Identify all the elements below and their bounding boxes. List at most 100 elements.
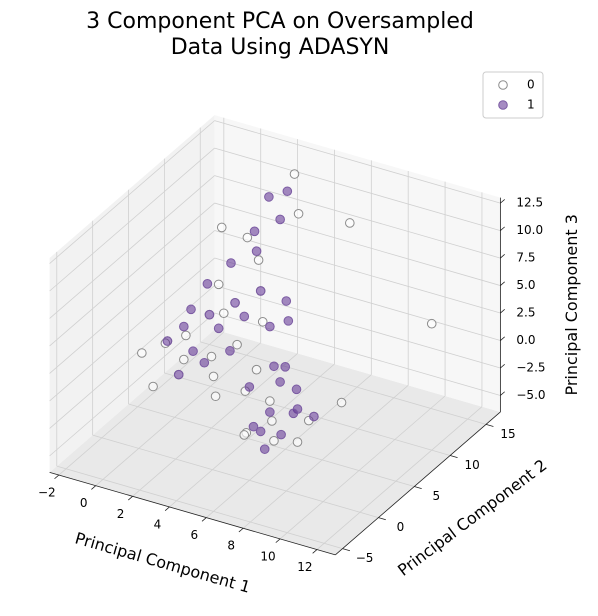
chart-title: Data Using ADASYN	[171, 35, 390, 60]
point	[255, 286, 266, 296]
point	[259, 444, 270, 454]
z-tick-label: 7.5	[516, 251, 535, 265]
grid-line	[49, 257, 215, 402]
point	[216, 222, 227, 233]
grid-line	[92, 434, 379, 518]
point	[213, 323, 224, 334]
point	[291, 384, 302, 395]
tick-mark	[485, 424, 494, 427]
point	[206, 351, 217, 362]
point	[281, 296, 292, 306]
tick-mark	[500, 281, 505, 286]
grid-line	[164, 372, 451, 456]
grid-line	[214, 120, 501, 204]
grid-line	[214, 312, 501, 396]
z-axis-label: Principal Component 3	[562, 214, 581, 395]
legend-marker	[498, 100, 508, 110]
y-tick-label: 10	[465, 458, 480, 472]
z-tick-label: 12.5	[516, 196, 543, 210]
point	[208, 371, 219, 382]
tick-mark	[342, 548, 351, 552]
legend-box	[482, 71, 544, 119]
tick-mark	[91, 485, 96, 490]
tick-mark	[312, 549, 318, 554]
point	[199, 357, 210, 368]
legend-label: 1	[527, 98, 535, 112]
point	[257, 316, 268, 327]
point	[309, 411, 319, 422]
point	[288, 408, 299, 419]
legend-label: 0	[527, 78, 535, 92]
point	[293, 208, 304, 219]
axis-line	[335, 411, 501, 556]
grid-line	[214, 230, 501, 314]
grid-line	[49, 175, 215, 319]
point	[137, 348, 147, 358]
point	[269, 361, 279, 372]
point	[276, 429, 286, 440]
grid-line	[49, 230, 215, 374]
grid-line	[56, 465, 343, 550]
tick-mark	[500, 391, 505, 396]
point	[249, 226, 260, 237]
point	[280, 362, 291, 372]
axis-line	[49, 471, 336, 556]
point	[242, 232, 253, 243]
x-tick-label: 10	[260, 549, 275, 563]
x-tick-label: 4	[154, 517, 162, 531]
tick-mark	[238, 527, 244, 533]
grid-line	[49, 202, 215, 347]
point	[148, 381, 158, 392]
tick-mark	[500, 309, 505, 314]
grid-line	[214, 147, 501, 231]
point	[345, 218, 355, 228]
point	[239, 311, 250, 322]
point	[213, 279, 224, 290]
point	[265, 321, 275, 332]
tick-mark	[500, 363, 505, 369]
grid-line	[242, 385, 409, 529]
point	[225, 346, 235, 356]
tick-mark	[414, 486, 422, 490]
z-tick-label: 10.0	[516, 223, 543, 237]
z-tick-label: 5.0	[516, 278, 535, 292]
point	[255, 426, 266, 437]
x-tick-label: 8	[227, 539, 235, 553]
point	[336, 397, 347, 408]
y-tick-label: 15	[500, 427, 515, 441]
point	[289, 169, 300, 179]
point	[210, 391, 221, 402]
x-tick-label: 6	[191, 528, 199, 542]
tick-mark	[275, 538, 281, 543]
point	[275, 214, 285, 225]
x-axis-label: Principal Component 1	[73, 529, 253, 597]
point	[267, 416, 277, 426]
grid-line	[58, 331, 225, 476]
grid-line	[132, 353, 298, 497]
point	[181, 330, 191, 341]
point	[265, 407, 275, 417]
grid-line	[49, 120, 215, 264]
point	[283, 316, 294, 326]
tick-mark	[450, 455, 458, 458]
back-pane	[49, 115, 215, 473]
point	[202, 279, 213, 289]
y-tick-label: 5	[432, 489, 440, 503]
point	[188, 346, 198, 357]
point	[244, 382, 255, 392]
point	[251, 364, 262, 375]
tick-mark	[500, 254, 505, 259]
point	[239, 430, 250, 440]
point	[179, 321, 189, 332]
tick-mark	[500, 226, 505, 231]
point	[282, 186, 293, 197]
z-tick-label: 0.0	[516, 333, 535, 347]
grid-line	[200, 341, 487, 425]
grid-line	[279, 395, 446, 540]
tick-mark	[201, 517, 207, 522]
x-tick-label: 0	[80, 496, 88, 510]
point	[230, 298, 240, 308]
grid-line	[214, 285, 501, 369]
tick-mark	[500, 199, 505, 204]
